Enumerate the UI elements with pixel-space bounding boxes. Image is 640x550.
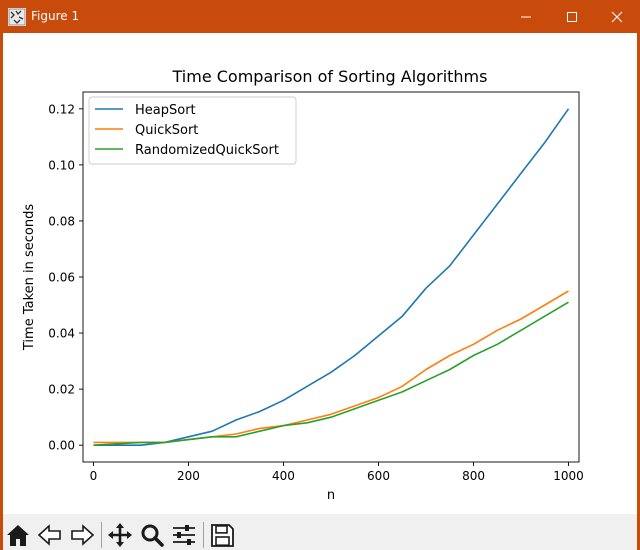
home-icon — [7, 525, 29, 546]
legend-label: QuickSort — [135, 123, 198, 138]
x-axis-label: n — [327, 488, 335, 503]
y-tick-label: 0.02 — [48, 383, 75, 397]
maximize-button[interactable] — [549, 0, 595, 33]
legend-items: HeapSort QuickSort RandomizedQuickSort — [95, 103, 279, 158]
y-axis-ticks: 0.00 0.02 0.04 0.06 0.08 0.10 0.12 — [48, 102, 83, 453]
pan-icon — [108, 523, 132, 547]
legend-label: RandomizedQuickSort — [135, 143, 279, 158]
x-tick-label: 400 — [272, 469, 295, 483]
y-tick-label: 0.10 — [48, 158, 75, 172]
x-tick-label: 200 — [177, 469, 200, 483]
x-tick-label: 600 — [367, 469, 390, 483]
legend-box — [88, 96, 297, 165]
legend: HeapSort QuickSort RandomizedQuickSort — [88, 96, 297, 165]
window-title: Figure 1 — [31, 9, 80, 23]
close-button[interactable] — [594, 0, 640, 33]
configure-subplots-button[interactable] — [169, 520, 199, 550]
toolbar-separator — [203, 522, 204, 548]
line-chart[interactable]: Time Comparison of Sorting Algorithms 0 2… — [3, 33, 637, 514]
x-tick-label: 0 — [90, 469, 98, 483]
series-lines — [93, 108, 570, 447]
y-tick-label: 0.12 — [48, 102, 75, 116]
y-axis-label: Time Taken in seconds — [22, 204, 37, 351]
y-tick-label: 0.04 — [48, 327, 75, 341]
navigation-toolbar — [3, 514, 637, 550]
close-icon — [611, 11, 623, 23]
title-bar[interactable]: Figure 1 — [0, 0, 640, 33]
y-tick-label: 0.06 — [48, 271, 75, 285]
save-button[interactable] — [207, 520, 237, 550]
configure-subplots-icon — [173, 525, 195, 545]
forward-button[interactable] — [67, 520, 97, 550]
y-tick-label: 0.00 — [48, 439, 75, 453]
save-icon — [211, 524, 234, 547]
minimize-icon — [521, 16, 531, 18]
y-tick-label: 0.08 — [48, 214, 75, 228]
window-border-right — [637, 33, 640, 550]
minimize-button[interactable] — [503, 0, 549, 33]
zoom-icon — [141, 524, 164, 547]
series-line-randomizedquicksort — [93, 301, 569, 446]
x-tick-label: 1000 — [553, 469, 584, 483]
matplotlib-app-icon — [8, 8, 26, 26]
window-border-left — [0, 33, 3, 550]
legend-label: HeapSort — [135, 103, 196, 118]
back-button[interactable] — [35, 520, 65, 550]
zoom-button[interactable] — [137, 520, 167, 550]
chart-title: Time Comparison of Sorting Algorithms — [172, 67, 488, 86]
back-icon — [37, 524, 61, 546]
figure-canvas[interactable]: Time Comparison of Sorting Algorithms 0 2… — [3, 33, 637, 514]
series-line-heapsort — [93, 108, 570, 447]
forward-icon — [71, 524, 95, 546]
maximize-icon — [567, 12, 577, 22]
x-tick-label: 800 — [462, 469, 485, 483]
home-button[interactable] — [3, 520, 33, 550]
pan-button[interactable] — [105, 520, 135, 550]
toolbar-separator — [101, 522, 102, 548]
x-axis-ticks: 0 200 400 600 800 1000 — [90, 462, 584, 483]
